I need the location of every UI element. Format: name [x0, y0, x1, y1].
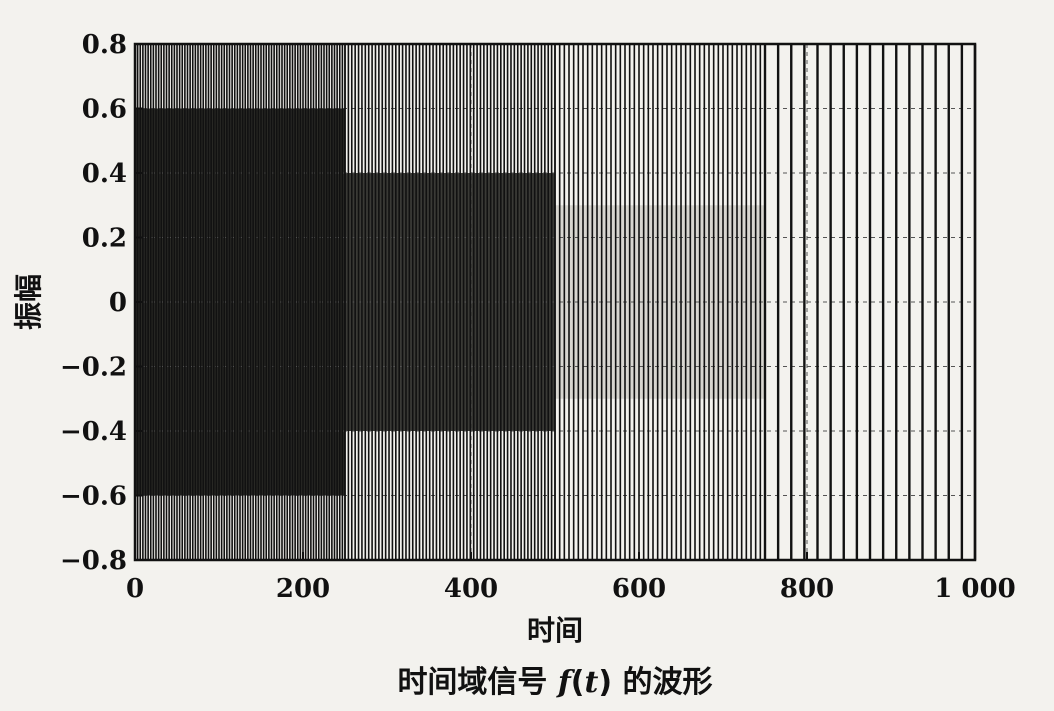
chart-caption: 时间域信号 f(t) 的波形: [397, 665, 712, 700]
caption-paren-open: (: [571, 665, 585, 700]
x-tick-label: 800: [780, 574, 834, 604]
waveform-segment-0: [134, 44, 346, 560]
y-tick-label: −0.2: [60, 353, 127, 383]
caption-prefix: 时间域信号: [397, 665, 557, 700]
y-tick-label: 0: [109, 288, 127, 318]
y-axis-label: 振幅: [12, 274, 45, 330]
caption-paren-close: ): [598, 665, 612, 700]
waveform-segment-2: [554, 44, 766, 560]
x-axis-ticks: 0 200 400 600 800 1 000: [126, 552, 1016, 604]
x-tick-label: 1 000: [934, 574, 1015, 604]
y-tick-label: −0.8: [60, 546, 127, 576]
x-tick-label: 400: [444, 574, 498, 604]
y-axis-ticks: 0.8 0.6 0.4 0.2 0 −0.2 −0.4 −0.6 −0.8: [60, 30, 143, 576]
x-tick-label: 600: [612, 574, 666, 604]
x-tick-label: 0: [126, 574, 144, 604]
x-axis-label: 时间: [527, 614, 583, 647]
caption-suffix: 的波形: [612, 665, 712, 700]
signal-waveform: [134, 44, 977, 560]
y-tick-label: −0.6: [60, 482, 127, 512]
caption-argument: t: [585, 665, 599, 700]
waveform-segment-3: [763, 44, 977, 560]
waveform-segment-1: [344, 44, 556, 560]
y-tick-label: 0.2: [82, 224, 127, 254]
y-tick-label: 0.4: [82, 159, 127, 189]
y-tick-label: 0.6: [82, 95, 127, 125]
y-tick-label: −0.4: [60, 417, 127, 447]
y-tick-label: 0.8: [82, 30, 127, 60]
x-tick-label: 200: [276, 574, 330, 604]
